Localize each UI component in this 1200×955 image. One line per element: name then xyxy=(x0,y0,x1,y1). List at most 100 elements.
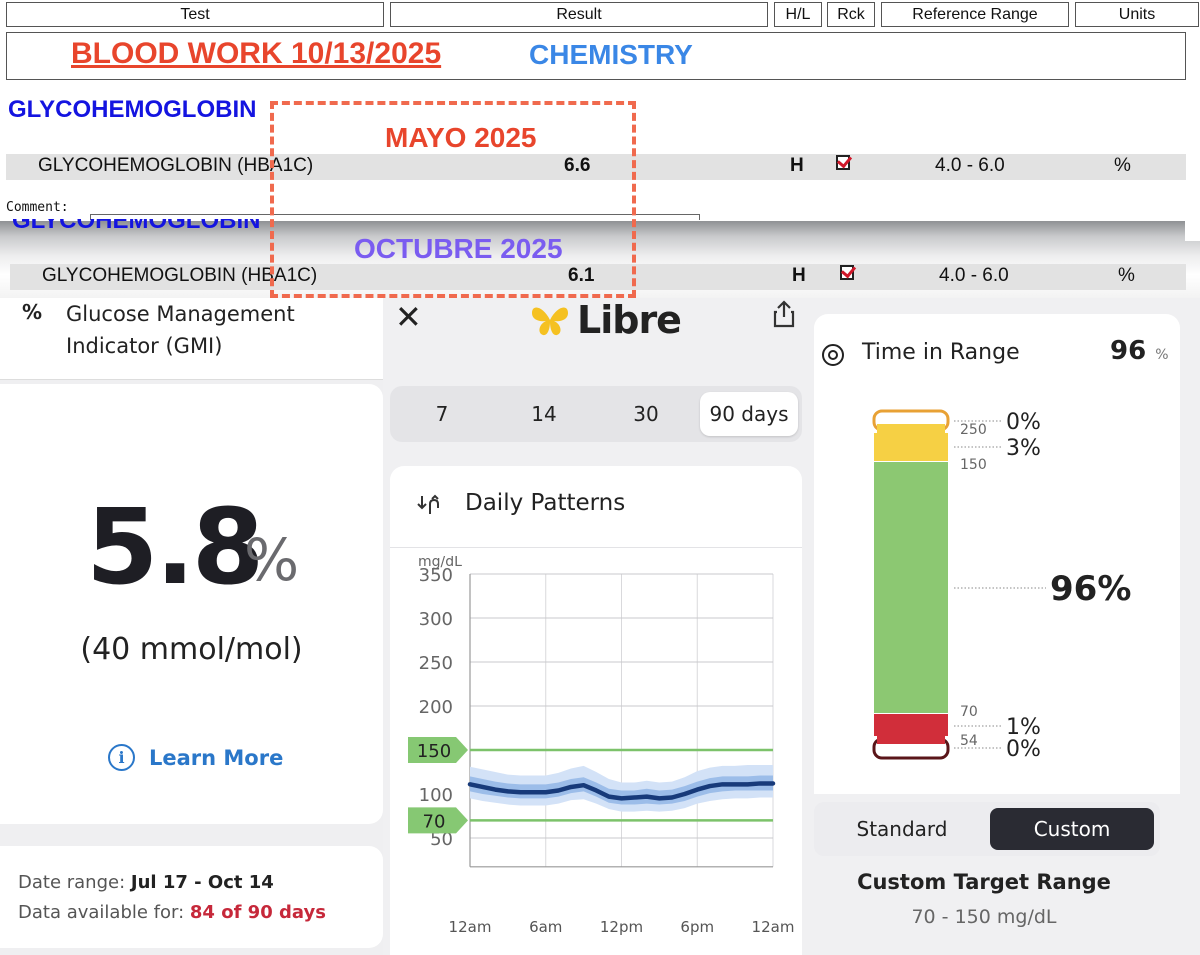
standard-button[interactable]: Standard xyxy=(856,817,948,841)
target-tag-150 xyxy=(408,737,468,763)
percentile-10-90-band xyxy=(470,764,773,812)
time-in-range-card: Time in Range 96 % 250 150 70 54 0% 3% 96% 1% 0% xyxy=(814,314,1180,794)
data-available-label: Data available for: xyxy=(18,902,185,923)
tab-14[interactable]: 14 xyxy=(531,402,557,426)
row-hl: H xyxy=(790,155,804,176)
check-icon xyxy=(840,265,854,280)
target-tag-70 xyxy=(408,807,468,834)
daily-patterns-chart: mg/dL 12am 6am 12pm 6pm 12am 350 300 250 200 100 50… xyxy=(408,556,795,936)
percent-icon: % xyxy=(22,300,43,324)
time-in-range-panel: Time in Range 96 % 250 150 70 54 0% 3% 96% 1% 0%… xyxy=(811,298,1200,955)
y-tick-label: 300 xyxy=(419,609,453,630)
comment-field xyxy=(90,214,700,220)
header-rck: Rck xyxy=(827,2,875,27)
butterfly-icon xyxy=(532,307,568,336)
row-test: GLYCOHEMOGLOBIN (HBA1C) xyxy=(42,265,318,286)
learn-more-link[interactable]: i Learn More xyxy=(108,744,283,771)
gmi-card: 5.8 % (40 mmol/mol) i Learn More xyxy=(0,384,383,824)
learn-more-label: Learn More xyxy=(149,745,284,770)
tir-band-3 xyxy=(874,714,948,736)
report-title: BLOOD WORK 10/13/2025 xyxy=(71,37,442,70)
time-in-range-value: 96 % xyxy=(1110,336,1169,366)
y-tick-label: 250 xyxy=(419,653,453,674)
data-available-line: Data available for: 84 of 90 days xyxy=(18,902,326,923)
daily-patterns-card: Daily Patterns mg/dL 12am 6am 12pm 6pm 12am 35… xyxy=(390,466,802,955)
check-icon xyxy=(836,155,850,170)
gmi-header: % Glucose Management Indicator (GMI) xyxy=(0,298,383,380)
target-tag-label: 70 xyxy=(423,811,446,832)
x-tick-label: 12am xyxy=(752,918,795,936)
header-result: Result xyxy=(390,2,768,27)
threshold-label: 70 xyxy=(960,704,978,720)
tir-band-1 xyxy=(874,433,948,461)
share-icon[interactable] xyxy=(773,300,795,328)
date-range-line: Date range: Jul 17 - Oct 14 xyxy=(18,872,274,893)
y-tick-label: 100 xyxy=(419,785,453,806)
target-icon xyxy=(822,344,844,366)
highlight-box xyxy=(270,101,636,298)
report-title-box: BLOOD WORK 10/13/2025 CHEMISTRY xyxy=(6,32,1186,80)
close-icon[interactable]: ✕ xyxy=(395,298,422,336)
annotation-may: MAYO 2025 xyxy=(385,122,537,153)
pct-label: 0% xyxy=(1006,410,1041,435)
custom-target-title: Custom Target Range xyxy=(857,870,1111,894)
header-hl: H/L xyxy=(774,2,822,27)
tab-90-days[interactable]: 90 days xyxy=(700,392,798,436)
x-tick-label: 6pm xyxy=(680,918,714,936)
header-units: Units xyxy=(1075,2,1199,27)
threshold-label: 150 xyxy=(960,457,987,473)
median-line xyxy=(467,781,776,801)
y-tick-label: 50 xyxy=(430,829,453,850)
x-tick-label: 6am xyxy=(529,918,562,936)
x-tick-label: 12pm xyxy=(600,918,643,936)
gmi-unit: % xyxy=(244,526,300,594)
y-tick-label: 350 xyxy=(419,565,453,586)
result-row-may: GLYCOHEMOGLOBIN (HBA1C) 6.6 H 4.0 - 6.0 … xyxy=(6,154,1186,180)
daily-patterns-icon xyxy=(417,494,439,514)
header-reference: Reference Range xyxy=(881,2,1069,27)
period-selector: 7 14 30 90 days xyxy=(390,386,802,442)
header-test: Test xyxy=(6,2,384,27)
y-tick-label: 200 xyxy=(419,697,453,718)
x-tick-label: 12am xyxy=(449,918,492,936)
threshold-label: 54 xyxy=(960,733,978,749)
target-tag-label: 150 xyxy=(417,741,451,762)
threshold-label: 250 xyxy=(960,422,987,438)
gmi-value: 5.8 xyxy=(86,486,264,608)
row-ref: 4.0 - 6.0 xyxy=(939,265,1009,286)
daily-patterns-header: Daily Patterns xyxy=(390,466,802,548)
annotation-october: OCTUBRE 2025 xyxy=(354,233,563,264)
pct-label: 0% xyxy=(1006,737,1041,762)
daily-patterns-title: Daily Patterns xyxy=(465,490,626,516)
row-result: 6.1 xyxy=(568,265,595,286)
date-range-card: Date range: Jul 17 - Oct 14 Data availab… xyxy=(0,846,383,948)
tab-7[interactable]: 7 xyxy=(435,402,449,426)
comment-label: Comment: xyxy=(6,200,69,215)
lab-report: Test Result H/L Rck Reference Range Unit… xyxy=(0,0,1200,298)
y-axis-label: mg/dL xyxy=(418,556,462,570)
percentile-25-75-band xyxy=(470,775,773,805)
range-toggle: Standard Custom xyxy=(814,802,1160,856)
lab-report-second: GLYCOHEMOGLOBIN GLYCOHEMOGLOBIN (HBA1C) … xyxy=(0,219,1200,298)
tab-30[interactable]: 30 xyxy=(633,402,659,426)
pct-label: 1% xyxy=(1006,715,1041,740)
section-heading-cut: GLYCOHEMOGLOBIN xyxy=(12,207,261,234)
row-ref: 4.0 - 6.0 xyxy=(935,155,1005,176)
row-result: 6.6 xyxy=(564,155,591,176)
data-available-value: 84 of 90 days xyxy=(189,902,326,923)
row-test: GLYCOHEMOGLOBIN (HBA1C) xyxy=(38,155,314,176)
libre-logo: Libre xyxy=(529,298,682,342)
result-row-oct: GLYCOHEMOGLOBIN (HBA1C) 6.1 H 4.0 - 6.0 … xyxy=(10,264,1186,290)
info-icon: i xyxy=(108,744,135,771)
tir-band-2 xyxy=(874,462,948,713)
gmi-title: Glucose Management Indicator (GMI) xyxy=(66,302,295,358)
gmi-panel: % Glucose Management Indicator (GMI) 5.8… xyxy=(0,298,383,955)
pct-label: 96% xyxy=(1050,569,1131,609)
row-units: % xyxy=(1114,155,1131,176)
custom-button[interactable]: Custom xyxy=(990,808,1154,850)
date-range-value: Jul 17 - Oct 14 xyxy=(130,872,274,893)
libre-panel: ✕ Libre 7 14 30 90 days Daily Patterns m… xyxy=(383,298,811,955)
tir-band-low-bottom xyxy=(877,735,945,744)
row-units: % xyxy=(1118,265,1135,286)
